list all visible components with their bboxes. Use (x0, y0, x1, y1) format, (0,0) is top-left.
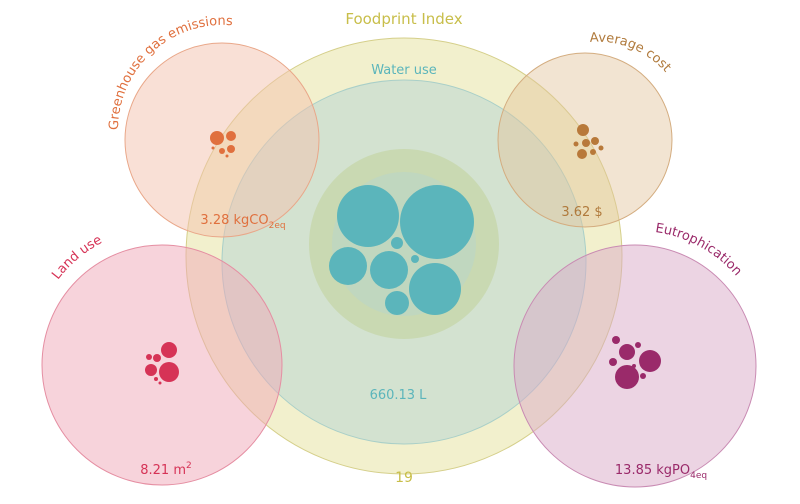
ghg-bubble (226, 131, 236, 141)
land-bubble (153, 354, 161, 362)
ghg-bubbles (210, 131, 236, 158)
ghg-bubble (227, 145, 235, 153)
water-bubble (385, 291, 409, 315)
eutro-bubble (640, 373, 646, 379)
water-bubble (370, 251, 408, 289)
eutrophication-value-main: 13.85 kgPO (615, 463, 690, 478)
water-bubble (329, 247, 367, 285)
cost-bubble (591, 137, 599, 145)
eutro-bubble (609, 358, 617, 366)
land-bubble (154, 377, 158, 381)
land-bubble (146, 354, 152, 360)
cost-bubble (577, 149, 587, 159)
water-use-value: 660.13 L (370, 388, 428, 403)
land-use-value-sup: 2 (186, 461, 192, 471)
cost-bubble (582, 139, 590, 147)
water-bubble (337, 185, 399, 247)
cost-bubble (573, 141, 579, 147)
water-bubble (391, 237, 403, 249)
ghg-bubble (210, 131, 224, 145)
water-use-label: Water use (371, 63, 437, 78)
eutrophication-value-sub: 4eq (690, 471, 707, 481)
eutro-bubbles (609, 336, 661, 389)
water-bubbles (329, 185, 474, 315)
ghg-bubble (219, 148, 225, 154)
cost-bubble (598, 145, 604, 151)
land-bubble (145, 364, 157, 376)
foodprint-index-title: Foodprint Index (345, 10, 462, 28)
eutrophication-value: 13.85 kgPO4eq (615, 463, 707, 481)
ghg-value: 3.28 kgCO2eq (200, 213, 285, 231)
water-bubble (411, 255, 419, 263)
cost-bubble (577, 124, 589, 136)
ghg-bubble (225, 154, 229, 158)
cost-value: 3.62 $ (561, 205, 602, 220)
eutro-bubble (632, 364, 636, 368)
land-bubble (161, 342, 177, 358)
cost-bubbles (573, 124, 604, 159)
land-bubbles (145, 342, 179, 385)
ghg-value-sub: 2eq (269, 221, 286, 231)
water-bubble (409, 263, 461, 315)
ghg-bubble (211, 146, 215, 150)
land-bubble (159, 362, 179, 382)
eutro-bubble (612, 336, 620, 344)
eutro-bubble (615, 365, 639, 389)
eutro-bubble (619, 344, 635, 360)
water-bubble (400, 185, 474, 259)
ghg-value-main: 3.28 kgCO (200, 213, 268, 228)
eutro-bubble (635, 342, 641, 348)
land-use-value-main: 8.21 m (140, 463, 186, 478)
land-use-value: 8.21 m2 (140, 461, 191, 478)
foodprint-index-value: 19 (395, 470, 413, 486)
land-bubble (158, 381, 162, 385)
cost-bubble (590, 149, 596, 155)
eutro-bubble (639, 350, 661, 372)
